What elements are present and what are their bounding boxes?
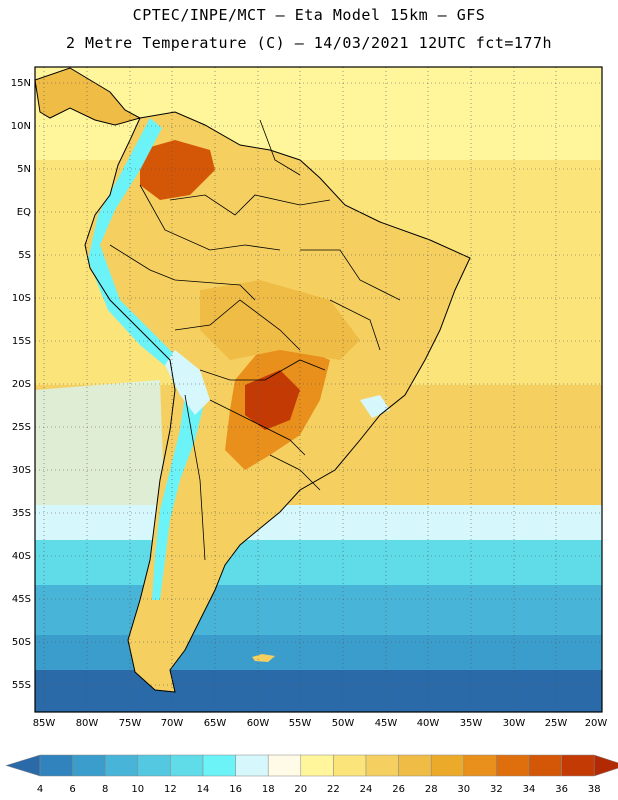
lat-label: 45S: [12, 594, 31, 605]
longitude-labels: 85W 80W 75W 70W 65W 60W 55W 50W 45W 40W …: [33, 718, 608, 729]
colorbar-label: 18: [262, 784, 275, 795]
lat-label: 25S: [12, 422, 31, 433]
colorbar-label: 28: [425, 784, 438, 795]
colorbar-swatch: [235, 754, 269, 777]
colorbar-label: 4: [37, 784, 43, 795]
colorbar-label: 6: [69, 784, 75, 795]
lon-label: 60W: [247, 718, 270, 729]
title-line-2: 2 Metre Temperature (C) – 14/03/2021 12U…: [65, 34, 553, 52]
lon-label: 20W: [585, 718, 608, 729]
andes-high-plateau: [165, 350, 210, 415]
lat-label: 5S: [18, 250, 31, 261]
lat-label: 30S: [12, 465, 31, 476]
graticule: [35, 67, 602, 712]
colorbar-label: 20: [294, 784, 307, 795]
southeast-highland: [360, 395, 390, 418]
hot-region-core: [245, 370, 300, 430]
ocean-band-55s: [35, 670, 602, 712]
colorbar-swatch: [72, 754, 106, 777]
colorbar-label: 14: [197, 784, 210, 795]
ocean-pacific-cool: [35, 380, 165, 540]
colorbar-swatch: [170, 754, 204, 777]
lat-label: 15S: [12, 336, 31, 347]
latitude-labels: 15N 10N 5N EQ 5S 10S 15S 20S 25S 30S 35S…: [11, 78, 31, 691]
colorbar-label: 16: [229, 784, 242, 795]
hot-region-venezuela: [140, 140, 215, 200]
colorbar-swatch: [463, 754, 497, 777]
lon-label: 30W: [503, 718, 526, 729]
lon-label: 55W: [289, 718, 312, 729]
ocean-band-45s: [35, 585, 602, 635]
colorbar-swatch: [104, 754, 139, 777]
coastline-central-america: [35, 67, 142, 126]
colorbar-swatch: [561, 754, 595, 777]
colorbar-label: 34: [523, 784, 536, 795]
colorbar-label: 30: [457, 784, 470, 795]
country-borders: [109, 119, 401, 561]
colorbar: 4 6 8 10 12 14 16 18 20 22 24 26 28 30 32 34 36 38: [5, 754, 618, 795]
lat-label: EQ: [17, 207, 31, 218]
colorbar-label: 32: [490, 784, 503, 795]
lat-label: 20S: [12, 379, 31, 390]
andes-cold-band: [88, 118, 205, 600]
colorbar-arrow-low: [5, 754, 41, 777]
plot-frame: [34, 66, 603, 713]
colorbar-swatch: [365, 754, 399, 777]
lat-label: 55S: [12, 680, 31, 691]
lon-label: 80W: [76, 718, 99, 729]
lon-label: 40W: [417, 718, 440, 729]
ocean-band-40s: [35, 540, 602, 585]
colorbar-label: 38: [588, 784, 601, 795]
lon-label: 85W: [33, 718, 56, 729]
colorbar-label: 26: [392, 784, 405, 795]
colorbar-swatch: [202, 754, 236, 777]
lat-label: 35S: [12, 508, 31, 519]
colorbar-label: 12: [164, 784, 177, 795]
land-central-america: [35, 68, 140, 125]
colorbar-swatch: [39, 754, 73, 777]
lat-label: 50S: [12, 637, 31, 648]
colorbar-swatch: [528, 754, 562, 777]
colorbar-swatch: [137, 754, 171, 777]
lon-label: 45W: [375, 718, 398, 729]
colorbar-label: 8: [102, 784, 108, 795]
lon-label: 65W: [204, 718, 227, 729]
colorbar-label: 36: [555, 784, 568, 795]
colorbar-arrow-high: [593, 754, 618, 777]
lon-label: 70W: [161, 718, 184, 729]
colorbar-swatch: [333, 754, 367, 777]
lat-label: 10N: [11, 121, 31, 132]
ocean-band-50s: [35, 635, 602, 670]
title-line-1: CPTEC/INPE/MCT – Eta Model 15km – GFS: [132, 6, 486, 24]
lat-label: 15N: [11, 78, 31, 89]
map-area: [35, 67, 602, 712]
colorbar-label: 24: [360, 784, 373, 795]
lon-label: 75W: [119, 718, 142, 729]
colorbar-swatch: [430, 754, 465, 777]
lat-label: 5N: [17, 164, 31, 175]
lon-label: 50W: [332, 718, 355, 729]
lon-label: 35W: [460, 718, 483, 729]
colorbar-swatch: [300, 754, 334, 777]
colorbar-swatch: [267, 754, 302, 777]
lat-label: 40S: [12, 551, 31, 562]
lon-label: 25W: [545, 718, 568, 729]
colorbar-swatch: [496, 754, 530, 777]
colorbar-label: 10: [131, 784, 144, 795]
colorbar-label: 22: [327, 784, 340, 795]
colorbar-swatch: [398, 754, 432, 777]
lat-label: 10S: [12, 293, 31, 304]
